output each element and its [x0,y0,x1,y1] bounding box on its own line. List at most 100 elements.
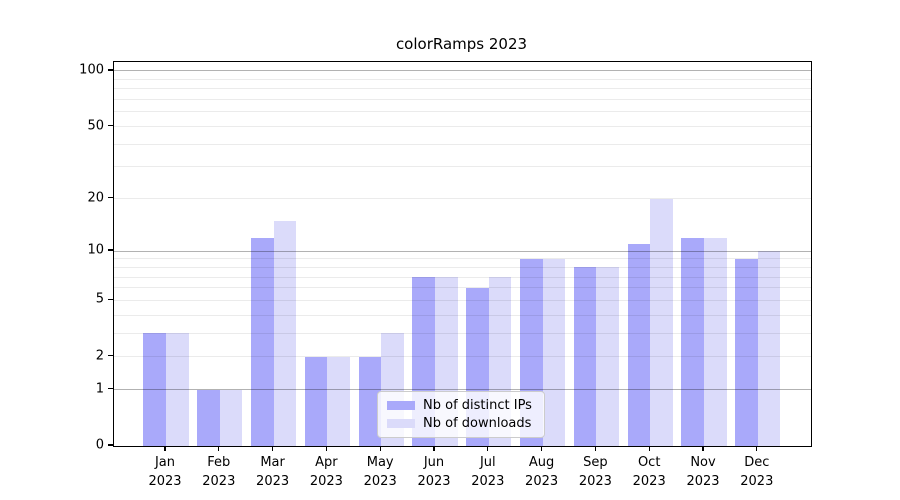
x-tick-label-month: Apr [315,455,338,470]
gridline-minor-6 [114,287,811,289]
gridline-minor-3 [114,332,811,334]
y-tick-label-50: 50 [87,118,104,133]
y-tick-label-2: 2 [95,348,104,364]
y-tick-label-1: 1 [95,381,104,397]
x-tick-mark-apr [325,446,328,451]
bar-ips-nov [681,237,704,446]
x-tick-label-month: May [366,455,394,470]
x-tick-mark-sep [594,446,597,451]
gridline-minor-30 [114,166,811,168]
y-tick-label-0: 0 [95,437,104,453]
y-tick-mark-0 [108,444,113,446]
x-tick-label-may: May 2023 [345,453,415,491]
bar-ips-may [358,356,382,446]
x-tick-label-month: Nov [690,455,716,470]
bar-downloads-nov [704,237,727,446]
x-tick-mark-dec [756,446,758,451]
x-tick-mark-jul [487,446,489,451]
x-tick-label-month: Jul [479,455,496,470]
bar-downloads-mar [273,220,297,446]
x-tick-label-month: Feb [207,455,231,470]
legend-item-distinct-ips: Nb of distinct IPs [387,397,535,415]
bar-ips-mar [250,237,274,446]
x-tick-mark-feb [218,446,220,451]
x-tick-mark-jan [164,446,166,451]
x-tick-label-month: Sep [583,455,608,470]
x-tick-mark-oct [648,446,650,451]
gridline-minor-40 [114,143,811,145]
plot-area: Nb of distinct IPs Nb of downloads [113,61,812,447]
bar-downloads-oct [650,198,673,446]
x-tick-mark-jun [433,446,435,451]
x-tick-label-month: Jun [423,455,445,470]
bar-downloads-sep [596,267,620,446]
gridline-minor-60 [114,111,811,113]
y-tick-mark-1 [108,387,113,390]
gridline-minor-50 [114,126,811,127]
gridline-minor-9 [114,258,811,260]
gridline-minor-5 [114,299,811,301]
gridline-major-10 [114,250,811,252]
legend-label-downloads: Nb of downloads [423,415,532,431]
legend-item-downloads: Nb of downloads [387,415,535,433]
x-tick-label-sep: Sep 2023 [560,453,630,491]
x-tick-label-year: 2023 [202,474,236,489]
x-tick-label-year: 2023 [578,474,612,489]
gridline-minor-70 [114,99,811,101]
x-tick-label-month: Oct [637,455,661,470]
x-tick-label-jul: Jul 2023 [453,453,523,491]
bar-ips-apr [304,356,328,446]
x-tick-label-feb: Feb 2023 [184,453,254,491]
bar-downloads-jan [166,333,189,446]
bar-downloads-feb [219,389,243,446]
x-tick-label-oct: Oct 2023 [614,453,684,491]
x-tick-label-month: Dec [744,455,770,470]
gridline-minor-80 [114,88,811,90]
gridline-minor-8 [114,266,811,268]
bar-downloads-dec [757,251,781,446]
bar-downloads-apr [327,356,351,446]
gridline-minor-20 [114,198,811,200]
legend-label-distinct-ips: Nb of distinct IPs [423,398,532,414]
x-tick-label-year: 2023 [471,474,505,489]
bar-ips-feb [197,389,220,446]
x-tick-label-year: 2023 [256,474,290,489]
gridline-minor-7 [114,276,811,278]
bar-ips-oct [627,244,651,446]
gridline-minor-4 [114,314,811,316]
y-tick-label-100: 100 [79,62,104,78]
bar-ips-sep [573,267,597,446]
x-tick-label-year: 2023 [309,474,343,489]
y-tick-label-10: 10 [87,242,104,258]
x-tick-label-year: 2023 [632,474,666,489]
x-tick-mark-mar [271,446,274,451]
x-tick-label-year: 2023 [417,474,451,489]
bar-ips-jan [143,333,166,446]
x-tick-label-nov: Nov 2023 [668,453,738,491]
gridline-minor-90 [114,78,811,80]
x-tick-label-apr: Apr 2023 [291,453,361,491]
legend-swatch-distinct-ips [387,401,415,411]
x-tick-label-year: 2023 [686,474,720,489]
bar-ips-dec [735,258,758,446]
x-tick-label-dec: Dec 2023 [722,453,792,491]
x-tick-label-year: 2023 [148,474,182,489]
y-tick-mark-2 [108,355,113,357]
x-tick-label-aug: Aug 2023 [507,453,577,491]
y-tick-mark-20 [108,196,113,199]
legend: Nb of distinct IPs Nb of downloads [377,391,545,438]
y-tick-mark-100 [108,69,113,71]
x-tick-label-jun: Jun 2023 [399,453,469,491]
x-tick-label-year: 2023 [740,474,774,489]
x-tick-label-jan: Jan 2023 [130,453,200,491]
y-tick-mark-5 [108,298,113,301]
x-tick-mark-nov [702,446,704,451]
x-tick-label-year: 2023 [525,474,559,489]
gridline-major-1 [114,389,811,391]
y-tick-mark-10 [108,249,113,251]
y-tick-label-20: 20 [87,190,104,206]
x-tick-label-year: 2023 [363,474,397,489]
bar-downloads-aug [542,258,566,446]
x-tick-label-mar: Mar 2023 [238,453,308,491]
